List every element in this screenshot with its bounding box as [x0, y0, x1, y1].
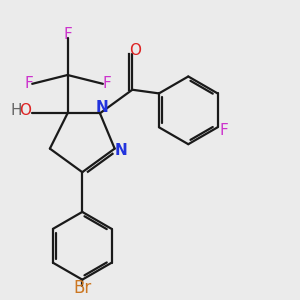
Text: F: F: [220, 124, 228, 139]
Text: Br: Br: [73, 279, 92, 297]
Text: O: O: [129, 44, 141, 59]
Text: F: F: [24, 76, 33, 91]
Text: H: H: [10, 103, 22, 118]
Text: O: O: [19, 103, 31, 118]
Text: F: F: [63, 27, 72, 42]
Text: N: N: [115, 143, 128, 158]
Text: F: F: [102, 76, 111, 91]
Text: N: N: [96, 100, 109, 116]
